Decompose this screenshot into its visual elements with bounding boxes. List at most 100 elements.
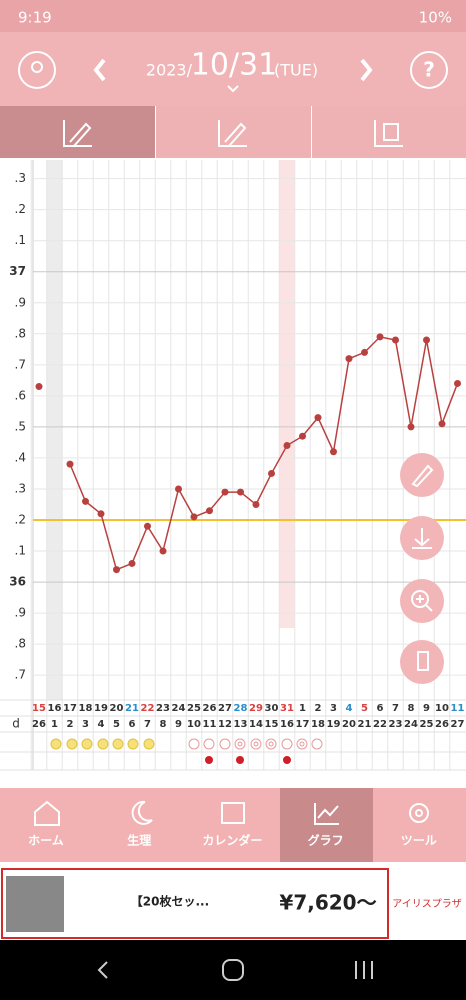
period-icons — [50, 738, 155, 750]
temperature-point — [159, 547, 167, 555]
cycle-day: 6 — [129, 719, 136, 730]
help-icon: ? — [423, 58, 435, 82]
temperature-point — [66, 460, 74, 468]
x-tick-label: 30 — [265, 703, 279, 714]
record-icons — [188, 738, 323, 750]
y-tick-label: .2 — [15, 513, 26, 527]
y-tick-label: .2 — [15, 202, 26, 216]
temperature-point — [35, 383, 43, 391]
x-tick-label: 17 — [63, 703, 77, 714]
status-bar — [0, 0, 466, 32]
x-tick-label: 5 — [361, 703, 368, 714]
x-tick-label: 23 — [156, 703, 170, 714]
x-tick-label: 4 — [346, 703, 353, 714]
temperature-point — [407, 423, 415, 431]
back-button[interactable] — [97, 961, 108, 979]
temperature-point — [438, 420, 446, 428]
y-tick-label: .7 — [15, 357, 26, 371]
date[interactable]: 10/31 — [191, 48, 277, 83]
temperature-point — [423, 336, 430, 344]
recents-button[interactable] — [355, 961, 373, 979]
zoom-button[interactable] — [400, 579, 444, 623]
ad-brand: アイリスプラザ — [392, 898, 462, 910]
x-tick-label: 18 — [79, 703, 93, 714]
x-tick-label: 7 — [392, 703, 399, 714]
temperature-point — [144, 522, 151, 530]
nav-icons — [34, 800, 429, 826]
header — [0, 32, 466, 106]
x-tick-label: 27 — [218, 703, 232, 714]
nav-labels: ホーム 生理 カレンダー グラフ ツール — [28, 833, 437, 848]
temperature-point — [128, 559, 136, 567]
cycle-day: 9 — [175, 719, 182, 730]
nav-label: カレンダー — [202, 833, 262, 848]
tab-active[interactable] — [0, 106, 155, 158]
y-tick-label: .4 — [15, 450, 26, 464]
help-button[interactable] — [410, 51, 448, 89]
temperature-point — [113, 566, 120, 574]
nav-label: 生理 — [127, 833, 151, 848]
today-band — [279, 160, 295, 628]
cycle-day: 27 — [451, 719, 465, 730]
cycle-day: 23 — [389, 719, 403, 730]
y-tick-label: .1 — [15, 544, 26, 558]
y-tick-label: .6 — [15, 388, 26, 402]
next-button[interactable] — [360, 58, 373, 82]
x-tick-label: 16 — [48, 703, 62, 714]
tab[interactable] — [312, 106, 466, 158]
bottom-nav — [0, 788, 466, 862]
x-tick-label: 28 — [234, 703, 248, 714]
y-tick-label: .5 — [15, 419, 26, 433]
y-tick-label: .3 — [15, 171, 26, 185]
cycle-day: 10 — [187, 719, 201, 730]
rotate-button[interactable] — [400, 640, 444, 684]
temperature-point — [97, 510, 105, 518]
x-tick-label: 24 — [172, 703, 186, 714]
prev-button[interactable] — [93, 58, 106, 82]
edit-button[interactable] — [400, 453, 444, 497]
cycle-day: 19 — [327, 719, 341, 730]
home-button[interactable] — [222, 959, 244, 981]
cycle-day: 2 — [67, 719, 74, 730]
ad-price: ¥7,620〜 — [279, 891, 376, 915]
temperature-point — [175, 485, 182, 493]
cycle-day: 17 — [296, 719, 310, 730]
cycle-day: 24 — [404, 719, 418, 730]
cycle-day: 7 — [144, 719, 151, 730]
cycle-day: 3 — [82, 719, 89, 730]
y-tick-label: 37 — [9, 264, 26, 278]
cycle-row-label: d — [12, 717, 20, 731]
cycle-day: 1 — [51, 719, 58, 730]
nav-label: ツール — [401, 834, 437, 848]
temperature-point — [268, 469, 275, 477]
x-tick-label: 2 — [315, 703, 322, 714]
x-tick-label: 26 — [203, 703, 217, 714]
cycle-day: 11 — [203, 719, 217, 730]
temperature-point — [361, 348, 368, 356]
x-tick-label: 1 — [299, 703, 306, 714]
cycle-day: 8 — [160, 719, 167, 730]
x-tick-label: 15 — [32, 703, 46, 714]
nav-label: グラフ — [308, 833, 344, 848]
temperature-point — [345, 355, 353, 363]
cycle-day: 4 — [98, 719, 105, 730]
location-button[interactable] — [18, 51, 56, 89]
date-dropdown — [227, 85, 239, 93]
temperature-point — [330, 448, 337, 456]
x-tick-label: 25 — [187, 703, 201, 714]
cycle-day: 21 — [358, 719, 372, 730]
x-tick-label: 31 — [280, 703, 294, 714]
y-tick-label: .8 — [15, 326, 26, 340]
x-tick-label: 8 — [408, 703, 415, 714]
y-tick-label: .3 — [15, 481, 26, 495]
x-tick-label: 21 — [125, 703, 139, 714]
weekday: (TUE) — [274, 61, 318, 80]
ad-title: 【20枚セッ... — [131, 894, 209, 909]
cycle-day: 13 — [234, 719, 248, 730]
y-tick-label: .8 — [15, 637, 26, 651]
temperature-point — [190, 513, 198, 521]
cycle-day: 26 — [32, 719, 46, 730]
system-nav — [0, 940, 466, 1000]
temperature-point — [299, 432, 306, 440]
